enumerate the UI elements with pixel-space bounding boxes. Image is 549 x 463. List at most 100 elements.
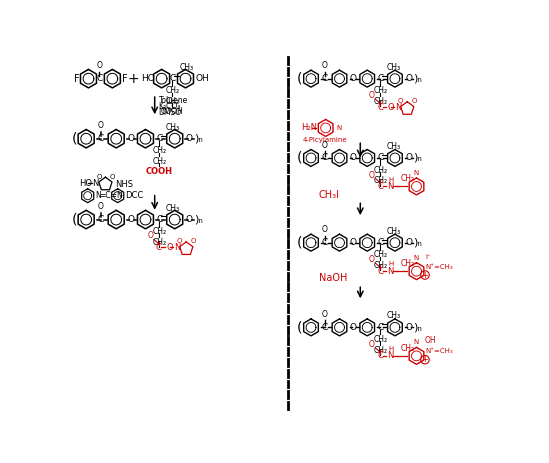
Text: O: O [96,61,102,70]
Text: CH₃: CH₃ [386,227,401,236]
Text: C: C [98,215,104,224]
Text: O: O [98,202,104,211]
Text: (: ( [297,72,302,86]
Text: 4-Picylamine: 4-Picylamine [302,137,347,143]
Text: C: C [322,323,328,332]
Text: )ₙ: )ₙ [413,74,422,84]
Text: CH₃: CH₃ [180,63,193,72]
Text: CH₂: CH₂ [373,335,388,344]
Text: CH₂: CH₂ [373,87,388,95]
Text: +: + [127,72,139,86]
Text: N: N [336,125,341,131]
Text: O: O [405,153,412,163]
Text: CH₂: CH₂ [165,97,180,106]
Text: C: C [322,74,328,83]
Text: C: C [156,215,163,224]
Text: CH₂: CH₂ [373,176,388,186]
Text: CH₃: CH₃ [165,123,180,132]
Text: CH₃: CH₃ [386,63,401,72]
Text: CH₂: CH₂ [373,250,388,259]
Text: +: + [422,270,428,280]
Text: +: + [422,355,428,364]
Text: H₂N: H₂N [301,124,317,132]
Text: CH₃I: CH₃I [319,190,340,200]
Text: N: N [92,179,99,188]
Text: O: O [405,238,412,247]
Text: O: O [166,243,173,252]
Text: CH₃: CH₃ [386,312,401,320]
Text: CH₃: CH₃ [165,204,180,213]
Text: CH₂: CH₂ [400,344,414,353]
Text: N: N [174,243,180,252]
Text: O: O [127,215,135,224]
Text: (: ( [71,213,77,226]
Text: N: N [387,182,394,191]
Text: )ₙ: )ₙ [194,134,203,144]
Text: N: N [387,351,394,360]
Text: C: C [155,243,161,252]
Text: C: C [96,74,102,83]
Text: CH₂: CH₂ [400,259,414,268]
Text: O: O [350,74,357,83]
Text: NHS: NHS [115,180,133,188]
Text: O: O [127,134,135,143]
Text: O: O [177,238,182,244]
Text: C: C [156,134,163,143]
Text: O: O [98,121,104,130]
Text: O: O [322,225,328,234]
Text: CH₂: CH₂ [152,238,166,247]
Text: )ₙ: )ₙ [413,322,422,332]
Text: (: ( [297,151,302,165]
Text: C: C [377,238,383,247]
Text: CH₂: CH₂ [373,97,388,106]
Text: C: C [377,74,383,83]
Text: O: O [186,215,193,224]
Text: NaOH: NaOH [319,273,347,283]
Text: (: ( [297,236,302,250]
Text: N: N [414,170,419,176]
Text: O: O [405,74,412,83]
Text: Toluene: Toluene [159,96,188,105]
Text: CH₃: CH₃ [386,142,401,151]
Text: C: C [377,351,383,360]
Text: F: F [74,74,80,84]
Text: O: O [147,232,153,240]
Text: OH: OH [425,336,436,345]
Text: OH: OH [195,74,209,83]
Text: (: ( [71,131,77,146]
Text: N⁺=CH₃: N⁺=CH₃ [425,263,452,269]
Text: C: C [377,323,383,332]
Text: O: O [186,134,193,143]
Text: O: O [411,98,417,104]
Text: N: N [414,255,419,261]
Text: O: O [96,174,102,180]
Text: O: O [190,238,195,244]
Text: O: O [369,255,375,264]
Text: O: O [322,310,328,319]
Text: =C=N: =C=N [99,191,123,200]
Text: O: O [369,340,375,349]
Text: C: C [377,153,383,163]
Text: N⁺=CH₃: N⁺=CH₃ [425,348,452,354]
Text: O: O [350,238,357,247]
Text: )ₙ: )ₙ [413,153,422,163]
Text: (: ( [297,320,302,334]
Text: O: O [322,61,328,70]
Text: CH₂: CH₂ [152,227,166,236]
Text: DCC: DCC [125,191,144,200]
Text: H: H [389,176,394,182]
Text: O: O [322,140,328,150]
Text: CH₂: CH₂ [165,87,180,95]
Text: )ₙ: )ₙ [194,214,203,225]
Text: C: C [169,74,176,83]
Text: O: O [369,170,375,180]
Text: CH₂: CH₂ [152,157,166,166]
Text: CH₂: CH₂ [152,146,166,156]
Text: DMSO: DMSO [159,108,182,117]
Text: CH₂: CH₂ [373,261,388,270]
Text: O: O [350,323,357,332]
Text: F: F [122,74,128,84]
Text: O: O [369,91,375,100]
Text: COOH: COOH [146,167,173,176]
Text: N: N [414,339,419,345]
